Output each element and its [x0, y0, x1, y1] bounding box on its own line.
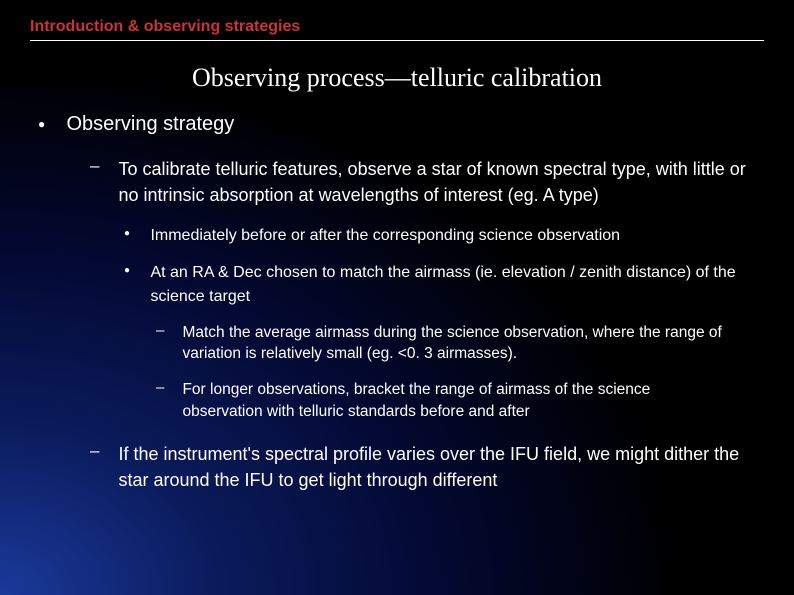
bullet-text: For longer observations, bracket the ran…	[182, 379, 722, 422]
slide-header: Introduction & observing strategies	[0, 0, 794, 45]
bullet-text: Observing strategy	[66, 113, 746, 136]
list-item: Immediately before or after the correspo…	[124, 224, 764, 247]
bullet-text: To calibrate telluric features, observe …	[118, 156, 758, 208]
header-divider	[30, 40, 764, 41]
bullet-text: If the instrument's spectral profile var…	[118, 441, 758, 493]
list-item: For longer observations, bracket the ran…	[156, 379, 764, 422]
slide-content: Observing strategy To calibrate telluric…	[0, 93, 794, 493]
bullet-text: Immediately before or after the correspo…	[150, 224, 740, 247]
list-item: At an RA & Dec chosen to match the airma…	[124, 261, 764, 422]
bullet-text: At an RA & Dec chosen to match the airma…	[150, 261, 740, 307]
list-item: If the instrument's spectral profile var…	[90, 441, 764, 493]
bullet-text: Match the average airmass during the sci…	[182, 322, 722, 365]
slide-title: Observing process—telluric calibration	[0, 63, 794, 93]
list-item: Observing strategy To calibrate telluric…	[38, 113, 764, 493]
list-item: To calibrate telluric features, observe …	[90, 156, 764, 423]
breadcrumb: Introduction & observing strategies	[30, 18, 764, 36]
list-item: Match the average airmass during the sci…	[156, 322, 764, 365]
